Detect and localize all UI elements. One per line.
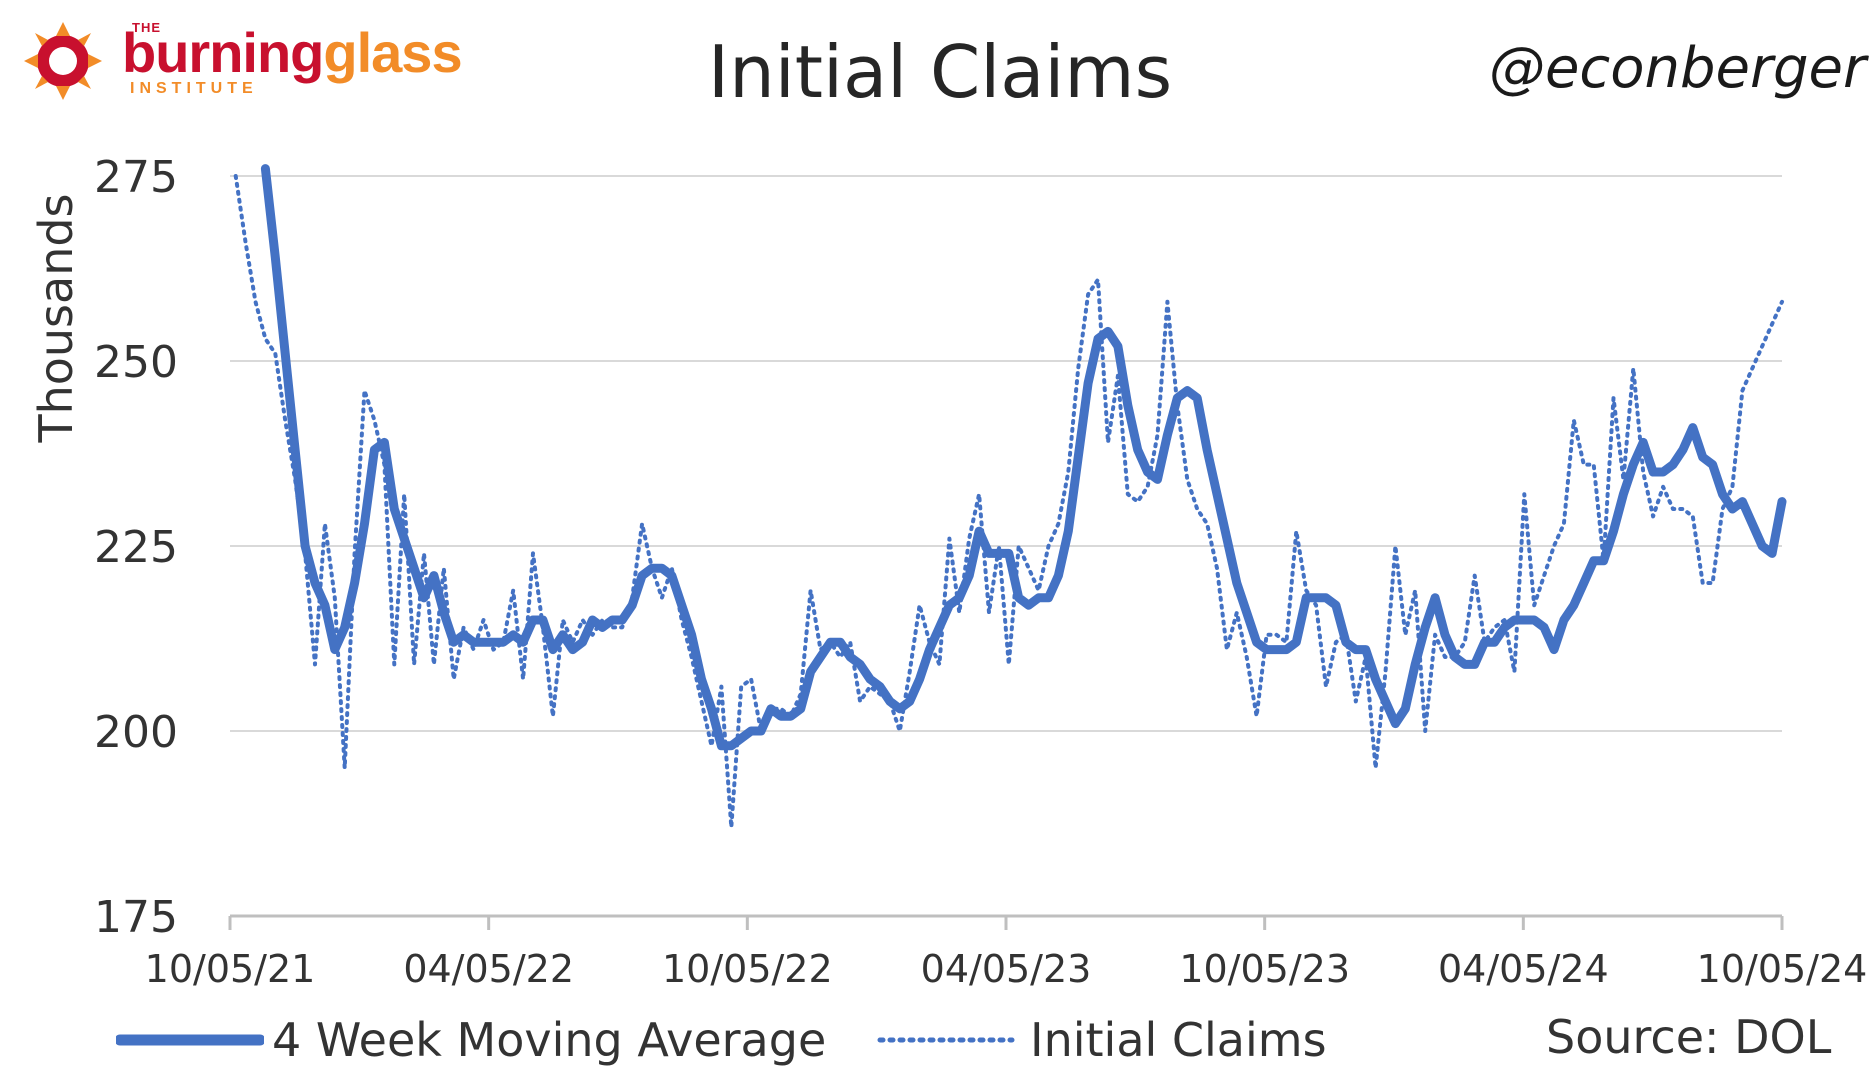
y-axis-label: Thousands (29, 193, 83, 443)
x-tick-label: 10/05/22 (662, 947, 833, 991)
sun-logo-icon (24, 22, 102, 100)
y-tick-label: 175 (94, 892, 178, 943)
legend-label-initial-claims: Initial Claims (1030, 1013, 1327, 1067)
y-tick-label: 200 (94, 707, 178, 758)
y-tick-label: 275 (94, 152, 178, 203)
legend-item-initial-claims: Initial Claims (876, 1000, 1327, 1080)
x-tick-label: 10/05/23 (1179, 947, 1350, 991)
logo-burning: burning (122, 21, 324, 84)
legend-item-moving-average: 4 Week Moving Average (116, 1000, 826, 1080)
chart-title: Initial Claims (707, 30, 1173, 114)
x-tick-label: 04/05/22 (403, 947, 574, 991)
logo-institute: INSTITUTE (130, 80, 258, 97)
x-axis (228, 914, 1784, 930)
legend-label-moving-average: 4 Week Moving Average (272, 1013, 827, 1067)
legend-solid-line-swatch (116, 1034, 264, 1046)
series-lines (233, 164, 1787, 830)
y-tick-label: 225 (94, 522, 178, 573)
y-tick-label: 250 (94, 337, 178, 388)
x-tick-labels: 10/05/21 04/05/22 10/05/22 04/05/23 10/05/23… (145, 947, 1868, 991)
source-note: Source: DOL (1546, 1010, 1832, 1064)
x-tick-label: 04/05/24 (1438, 947, 1609, 991)
chart: 175 200 225 250 275 10/05/21 04/05/22 10/05/22… (29, 152, 1868, 991)
x-tick-label: 10/05/24 (1697, 947, 1868, 991)
initial-claims-line (233, 174, 1784, 830)
x-tick-label: 04/05/23 (921, 947, 1092, 991)
gridlines (230, 175, 1782, 732)
logo-glass: glass (323, 21, 462, 84)
logo-the: THE (132, 20, 161, 35)
x-tick-label: 10/05/21 (145, 947, 316, 991)
legend: 4 Week Moving Average Initial Claims (0, 1000, 1876, 1080)
logo-wordmark: burningglass (122, 18, 463, 88)
author-handle: @econberger (1488, 36, 1866, 101)
moving-average-line (260, 164, 1787, 751)
burning-glass-logo: THE burningglass INSTITUTE (18, 16, 463, 106)
y-tick-labels: 175 200 225 250 275 (94, 152, 178, 943)
legend-dotted-line-swatch (877, 1037, 1015, 1043)
